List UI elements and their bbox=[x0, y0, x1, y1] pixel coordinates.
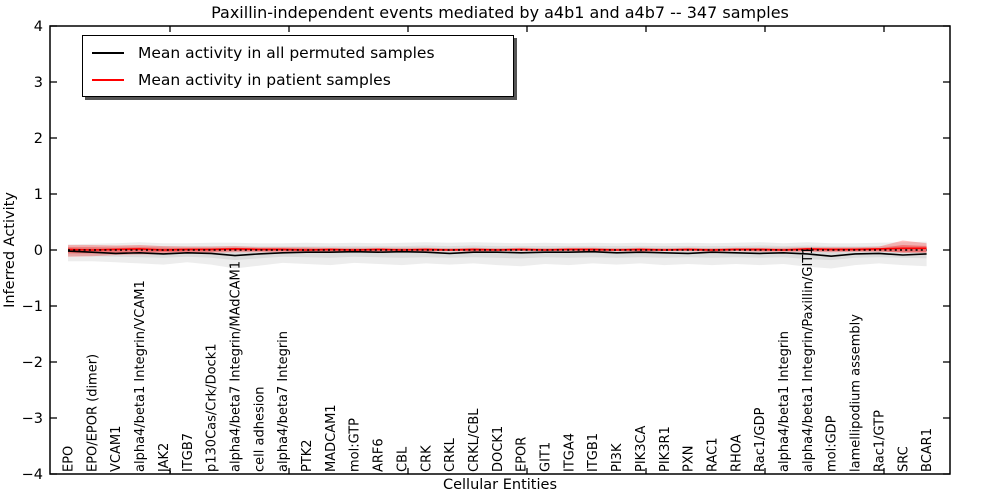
y-axis-title: Inferred Activity bbox=[2, 192, 18, 308]
x-category-label: alpha4/beta7 Integrin/MAdCAM1 bbox=[229, 261, 244, 472]
x-category-label: p130Cas/Crk/Dock1 bbox=[205, 343, 220, 472]
x-category-label: mol:GDP bbox=[825, 415, 840, 472]
x-category-label: PIK3R1 bbox=[658, 426, 673, 472]
y-tick-label: 3 bbox=[34, 75, 43, 91]
x-category-label: VCAM1 bbox=[109, 426, 124, 472]
x-category-label: lamellipodium assembly bbox=[849, 314, 864, 472]
y-tick-label: −4 bbox=[22, 467, 43, 483]
x-category-label: Rac1/GTP bbox=[872, 410, 887, 472]
y-tick-label: 2 bbox=[34, 131, 43, 147]
y-tick-label: 0 bbox=[34, 243, 43, 259]
x-category-label: ITGB1 bbox=[586, 433, 601, 472]
legend-label-patient: Mean activity in patient samples bbox=[138, 70, 391, 89]
x-category-label: PXN bbox=[682, 446, 697, 472]
x-axis-title: Cellular Entities bbox=[442, 477, 558, 493]
x-category-label: DOCK1 bbox=[491, 426, 506, 472]
chart-title: Paxillin-independent events mediated by … bbox=[211, 3, 789, 22]
x-category-label: CRKL/CBL bbox=[467, 408, 482, 472]
x-category-label: alpha4/beta1 Integrin/Paxillin/GIT1 bbox=[801, 246, 816, 472]
x-category-label: alpha4/beta7 Integrin bbox=[276, 331, 291, 472]
band-permuted-range-outer bbox=[68, 241, 927, 269]
x-category-label: mol:GTP bbox=[348, 418, 363, 472]
x-category-label: ITGA4 bbox=[562, 433, 577, 472]
x-category-label: JAK2 bbox=[157, 443, 172, 473]
y-tick-label: 1 bbox=[34, 187, 43, 203]
legend-label-permuted: Mean activity in all permuted samples bbox=[138, 43, 435, 62]
x-category-label: CBL bbox=[395, 446, 410, 472]
x-category-label: RAC1 bbox=[706, 437, 721, 472]
patient-line-swatch bbox=[92, 78, 124, 81]
x-category-label: RHOA bbox=[729, 434, 744, 472]
x-category-label: PTK2 bbox=[300, 439, 315, 472]
x-category-label: Rac1/GDP bbox=[753, 407, 768, 472]
x-category-label: ARF6 bbox=[372, 438, 387, 472]
x-category-label: BCAR1 bbox=[920, 428, 935, 472]
y-tick-label: −1 bbox=[22, 299, 43, 315]
x-category-label: alpha4/beta1 Integrin bbox=[777, 331, 792, 472]
legend-entry-patient: Mean activity in patient samples bbox=[83, 71, 513, 89]
x-category-label: EPO bbox=[62, 446, 77, 472]
band-patient-range-outer bbox=[68, 240, 927, 257]
x-category-label: alpha4/beta1 Integrin/VCAM1 bbox=[133, 280, 148, 472]
x-category-label: ITGB7 bbox=[181, 433, 196, 472]
permuted-line-swatch bbox=[92, 51, 124, 54]
series-line-permuted bbox=[67, 250, 927, 258]
legend: Mean activity in all permuted samples Me… bbox=[82, 35, 514, 97]
y-tick-label: −2 bbox=[22, 355, 43, 371]
x-category-label: cell adhesion bbox=[252, 386, 267, 472]
x-category-label: CRK bbox=[419, 445, 434, 472]
y-tick-label: −3 bbox=[22, 411, 43, 427]
series-line-patient bbox=[67, 247, 927, 251]
x-category-label: EPOR bbox=[515, 437, 530, 472]
x-category-label: EPO/EPOR (dimer) bbox=[85, 354, 100, 472]
x-category-label: CRKL bbox=[443, 437, 458, 472]
x-category-label: GIT1 bbox=[539, 442, 554, 472]
x-category-label: PI3K bbox=[610, 443, 625, 472]
y-tick-label: 4 bbox=[34, 19, 43, 35]
legend-entry-permuted: Mean activity in all permuted samples bbox=[83, 44, 513, 62]
x-category-label: SRC bbox=[896, 446, 911, 472]
x-category-label: MADCAM1 bbox=[324, 404, 339, 472]
x-category-label: PIK3CA bbox=[634, 425, 649, 472]
